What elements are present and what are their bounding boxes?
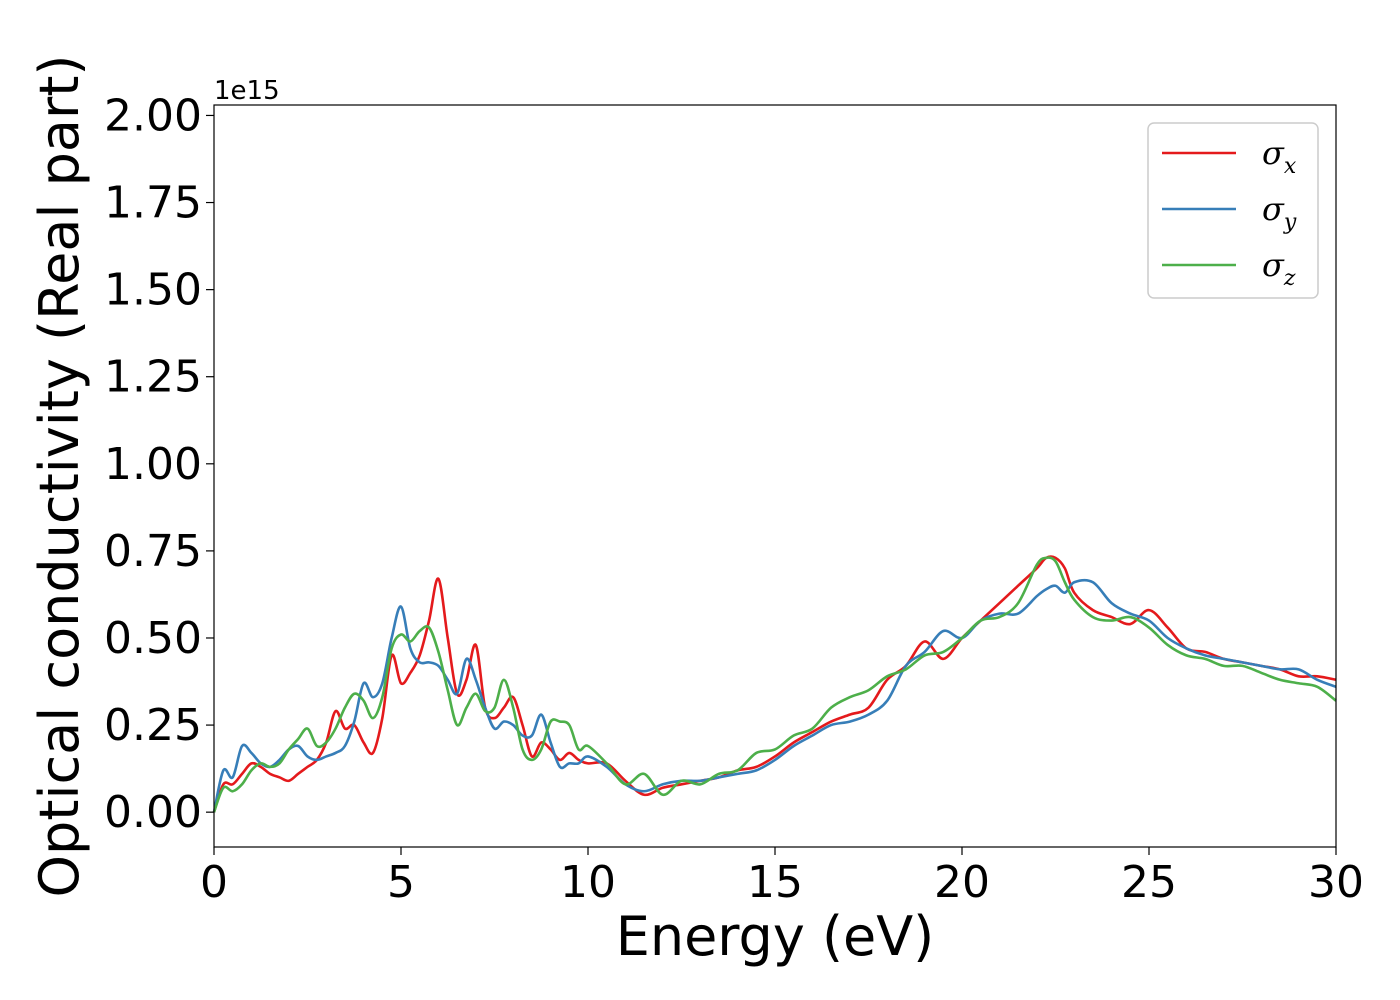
y-tick-label-3: 0.75	[104, 526, 202, 577]
y-tick-label-4: 1.00	[104, 439, 202, 490]
y-tick-label-7: 1.75	[104, 178, 202, 229]
y-offset-label: 1e15	[214, 76, 280, 106]
y-tick-label-8: 2.00	[104, 90, 202, 141]
x-tick-label-2: 10	[560, 857, 616, 908]
legend-label-sigma-z: σz	[1262, 246, 1296, 291]
x-tick-label-3: 15	[747, 857, 803, 908]
y-axis: 0.00 0.25 0.50 0.75 1.00 1.25 1.50 1.75 2.00	[104, 90, 214, 838]
x-axis-title: Energy (eV)	[616, 905, 935, 968]
x-tick-label-4: 20	[934, 857, 990, 908]
x-tick-label-5: 25	[1121, 857, 1177, 908]
y-tick-label-0: 0.00	[104, 787, 202, 838]
y-tick-label-6: 1.50	[104, 265, 202, 316]
legend: σx σy σz	[1147, 122, 1319, 299]
legend-label-sigma-y: σy	[1262, 190, 1297, 235]
x-tick-label-1: 5	[387, 857, 415, 908]
x-tick-label-0: 0	[200, 857, 228, 908]
legend-box	[1147, 122, 1319, 299]
x-tick-label-6: 30	[1308, 857, 1364, 908]
y-tick-label-5: 1.25	[104, 352, 202, 403]
series-line-sigma-y	[212, 578, 1337, 813]
y-tick-label-1: 0.25	[104, 700, 202, 751]
y-tick-label-2: 0.50	[104, 613, 202, 664]
series-layer	[212, 555, 1337, 813]
y-axis-title: Optical conductivity (Real part)	[28, 55, 91, 898]
legend-label-sigma-x: σx	[1262, 134, 1297, 179]
series-line-sigma-z	[212, 556, 1337, 813]
x-axis: 0 5 10 15 20 25 30	[200, 847, 1364, 908]
